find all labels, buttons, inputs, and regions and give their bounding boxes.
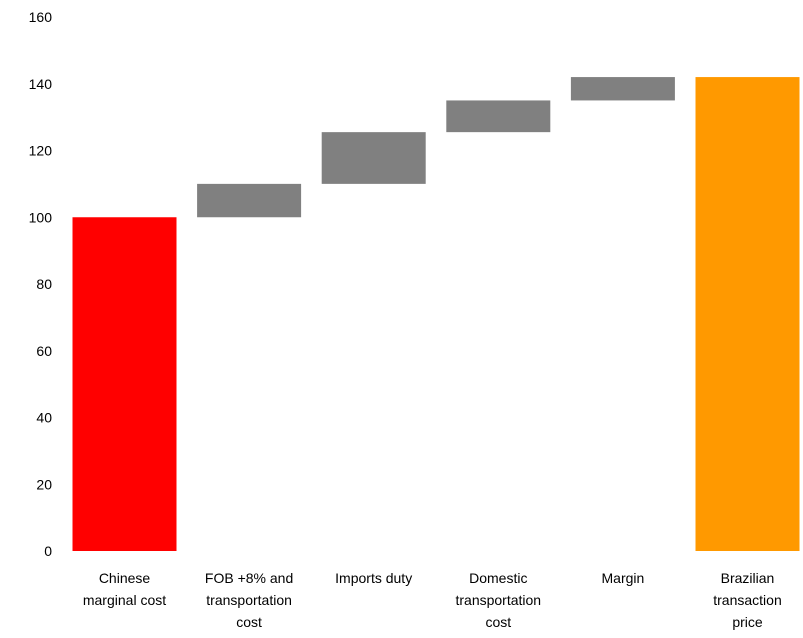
x-category-label-line: cost: [236, 614, 262, 630]
x-category-label-line: cost: [485, 614, 511, 630]
x-category-label: Chinese marginal cost: [83, 570, 166, 608]
x-category-label-line: marginal cost: [83, 592, 166, 608]
x-category-label-line: Imports duty: [335, 570, 412, 586]
y-tick-label: 100: [29, 209, 53, 225]
y-tick-label: 40: [36, 410, 52, 426]
y-tick-label: 80: [36, 276, 52, 292]
x-category-label: Margin: [602, 570, 645, 586]
bar-step: [321, 132, 426, 184]
x-axis: Chinese marginal cost FOB +8% and transport…: [83, 570, 782, 630]
x-category-label: Domestic transportation cost: [455, 570, 541, 630]
y-tick-label: 0: [44, 543, 52, 559]
x-category-label-line: FOB +8% and: [205, 570, 293, 586]
y-tick-label: 120: [29, 143, 53, 159]
bar-step: [570, 77, 675, 101]
bar-total: [72, 217, 177, 551]
x-category-label-line: transportation: [206, 592, 292, 608]
x-category-label: Brazilian transaction price: [713, 570, 781, 630]
x-category-label-line: transaction: [713, 592, 781, 608]
bar-final: [695, 77, 800, 551]
y-axis: 0 20 40 60 80 100 120 140 160: [29, 9, 53, 559]
y-tick-label: 140: [29, 76, 53, 92]
x-category-label-line: Domestic: [469, 570, 527, 586]
y-tick-label: 20: [36, 476, 52, 492]
bar-step: [446, 100, 551, 133]
bars: [72, 77, 800, 551]
y-tick-label: 60: [36, 343, 52, 359]
bar-step: [197, 183, 302, 218]
y-tick-label: 160: [29, 9, 53, 25]
x-category-label-line: Chinese: [99, 570, 151, 586]
x-category-label-line: transportation: [455, 592, 541, 608]
x-category-label: FOB +8% and transportation cost: [205, 570, 293, 630]
x-category-label-line: Margin: [602, 570, 645, 586]
x-category-label-line: price: [732, 614, 763, 630]
x-category-label-line: Brazilian: [721, 570, 775, 586]
x-category-label: Imports duty: [335, 570, 412, 586]
